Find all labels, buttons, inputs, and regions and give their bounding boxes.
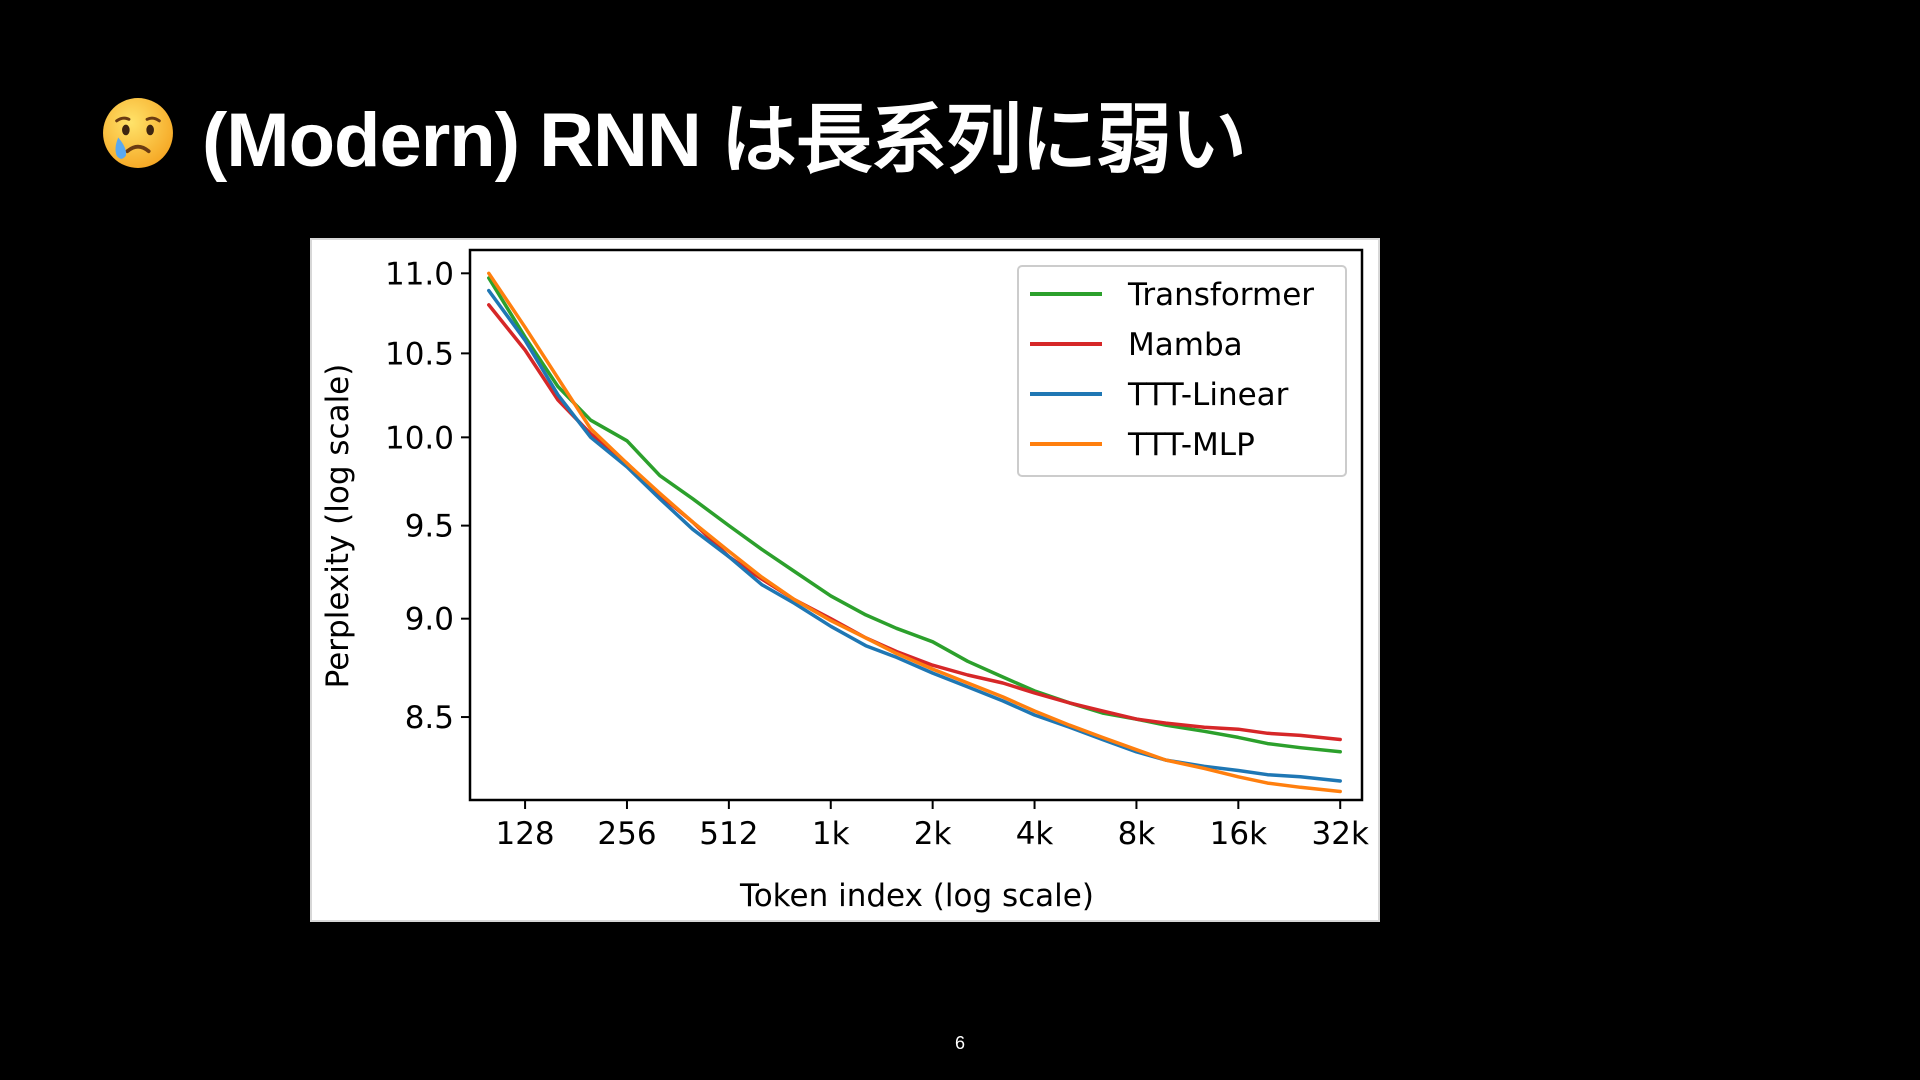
axes-layer: 128 256 512 1k 2k 4k 8k 16k 32k 8.5 9.0 9.5 10.0 10.5…: [385, 248, 1369, 852]
x-tick-label: 16k: [1210, 816, 1267, 852]
perplexity-line-chart: 128 256 512 1k 2k 4k 8k 16k 32k 8.5 9.0 9.5 10.0 10.5…: [320, 248, 1369, 914]
legend-label: Mamba: [1128, 327, 1243, 363]
x-tick-label: 32k: [1312, 816, 1369, 852]
y-axis-label: Perplexity (log scale): [320, 364, 356, 689]
x-tick-label: 256: [597, 816, 656, 852]
legend: Transformer Mamba TTT-Linear TTT-MLP: [1017, 265, 1347, 477]
x-tick-label: 512: [699, 816, 758, 852]
chart-container: 128 256 512 1k 2k 4k 8k 16k 32k 8.5 9.0 9.5 10.0 10.5…: [310, 238, 1380, 922]
x-axis-label: Token index (log scale): [739, 878, 1094, 914]
slide-title-text: (Modern) RNN は長系列に弱い: [202, 98, 1247, 183]
y-tick-label: 9.0: [405, 602, 454, 638]
slide-title: (Modern) RNN は長系列に弱い: [100, 88, 1247, 183]
x-tick-label: 1k: [812, 816, 850, 852]
x-tick-label: 8k: [1118, 816, 1156, 852]
x-tick-label: 4k: [1016, 816, 1054, 852]
legend-label: Transformer: [1127, 277, 1314, 313]
crying-face-icon: [103, 98, 173, 168]
page-number: 6: [954, 1033, 965, 1053]
x-tick-label: 128: [495, 816, 554, 852]
x-tick-label: 2k: [914, 816, 952, 852]
y-tick-label: 11.0: [385, 256, 454, 292]
series-line-transformer: [487, 276, 1342, 754]
legend-label: TTT-Linear: [1127, 377, 1289, 413]
series-layer: [487, 271, 1342, 794]
series-line-ttt-mlp: [487, 271, 1342, 794]
legend-label: TTT-MLP: [1127, 427, 1255, 463]
y-tick-label: 9.5: [405, 509, 454, 545]
y-tick-label: 8.5: [405, 700, 454, 736]
y-tick-label: 10.5: [385, 336, 454, 372]
y-tick-label: 10.0: [385, 420, 454, 456]
legend-box: [1017, 265, 1347, 477]
